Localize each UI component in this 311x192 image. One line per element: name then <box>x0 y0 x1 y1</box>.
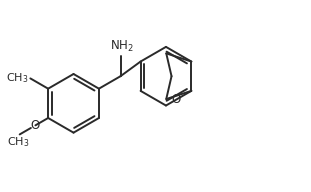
Text: O: O <box>171 93 180 106</box>
Text: NH$_2$: NH$_2$ <box>110 39 134 54</box>
Text: CH$_3$: CH$_3$ <box>7 71 29 85</box>
Text: CH$_3$: CH$_3$ <box>7 135 30 149</box>
Text: O: O <box>30 119 40 132</box>
